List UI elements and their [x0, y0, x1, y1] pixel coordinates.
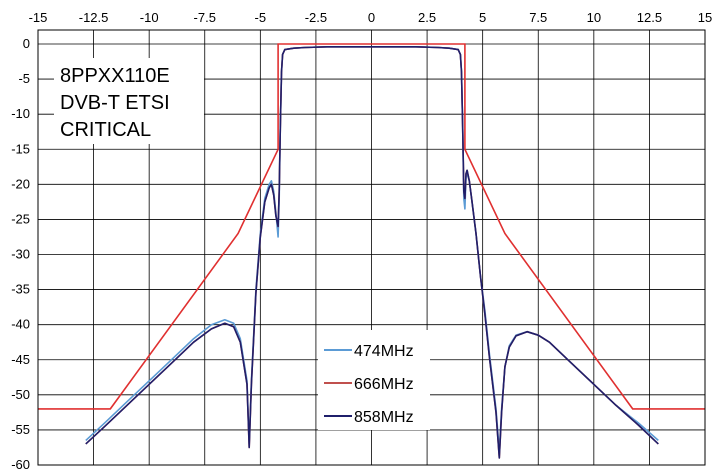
series-lines — [85, 46, 659, 459]
y-tick-label: -10 — [11, 106, 30, 121]
x-tick-label: -5 — [255, 10, 267, 25]
y-tick-label: -40 — [11, 317, 30, 332]
legend-label-858MHz: 858MHz — [354, 409, 414, 426]
title-line-2: DVB-T ETSI — [60, 92, 170, 114]
x-tick-label: 10 — [587, 10, 601, 25]
x-tick-label: -12.5 — [79, 10, 109, 25]
y-tick-label: -55 — [11, 422, 30, 437]
y-tick-labels: 0 -5 -10 -15 -20 -25 -30 -35 -40 -45 -50 -55 -60 — [11, 36, 30, 472]
y-tick-label: -30 — [11, 247, 30, 262]
title-line-3: CRITICAL — [60, 119, 151, 141]
x-tick-labels: -15 -12.5 -10 -7.5 -5 -2.5 0 2.5 5 7.5 10 12.5 15 — [29, 10, 713, 25]
y-tick-label: 0 — [23, 36, 30, 51]
legend-label-666MHz: 666MHz — [354, 376, 414, 393]
x-tick-label: -10 — [140, 10, 159, 25]
y-tick-label: -35 — [11, 282, 30, 297]
chart-title: 8PPXX110E DVB-T ETSI CRITICAL — [54, 58, 204, 144]
x-tick-label: 5 — [479, 10, 486, 25]
y-tick-label: -50 — [11, 387, 30, 402]
x-tick-label: 7.5 — [529, 10, 547, 25]
y-tick-label: -45 — [11, 352, 30, 367]
y-tick-label: -5 — [18, 71, 30, 86]
title-line-1: 8PPXX110E — [60, 65, 170, 87]
x-tick-label: 0 — [368, 10, 375, 25]
x-tick-label: -2.5 — [305, 10, 327, 25]
x-tick-label: -7.5 — [194, 10, 216, 25]
plot-frame — [37, 29, 706, 466]
x-tick-label: 15 — [698, 10, 712, 25]
y-tick-label: -15 — [11, 141, 30, 156]
y-tick-label: -25 — [11, 211, 30, 226]
series-line-858MHz — [85, 46, 659, 459]
legend-label-474MHz: 474MHz — [354, 343, 414, 360]
x-tick-label: -15 — [29, 10, 48, 25]
y-tick-label: -60 — [11, 457, 30, 472]
emission-mask-path — [38, 43, 705, 410]
legend: 474MHz 666MHz 858MHz — [318, 330, 430, 430]
emission-mask-line — [38, 43, 705, 410]
x-tick-label: 2.5 — [418, 10, 436, 25]
y-tick-label: -20 — [11, 176, 30, 191]
x-tick-label: 12.5 — [637, 10, 662, 25]
